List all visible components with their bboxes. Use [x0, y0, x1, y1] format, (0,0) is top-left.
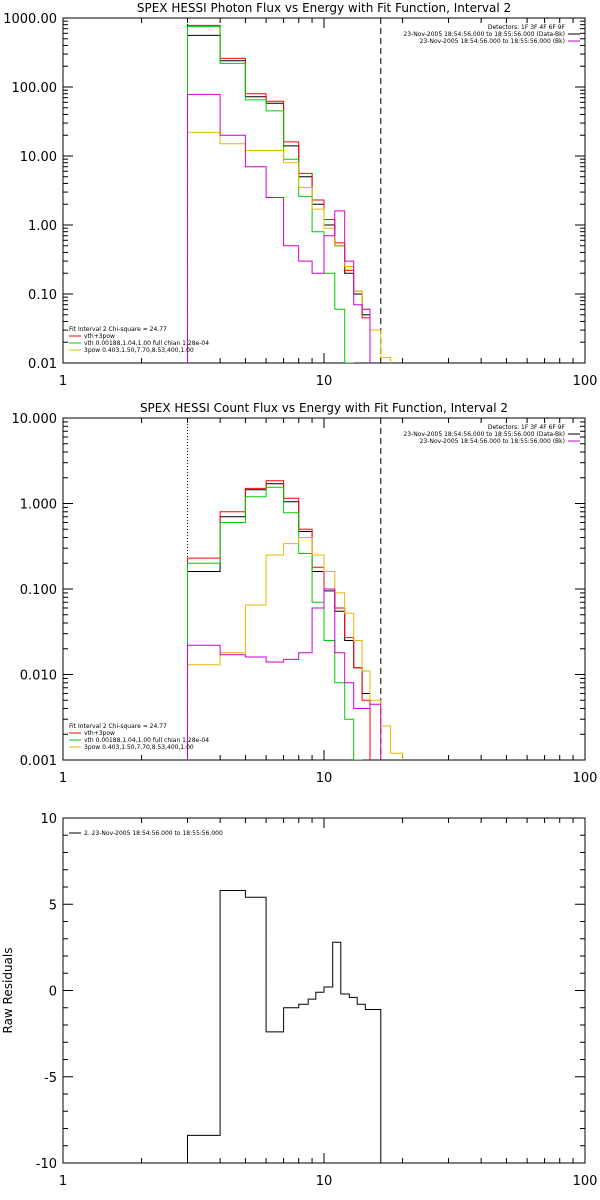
x-tick-label: 10 — [316, 374, 333, 389]
legend-entry: 23-Nov-2005 18:54:56.000 to 18:55:56.000… — [403, 31, 565, 38]
legend-entry: Fit Interval 2 Chi-square = 24.77 — [69, 723, 167, 730]
legend-entry: Detectors: 1F 3F 4F 6F 9F — [488, 24, 566, 31]
y-tick-label: -10 — [36, 1157, 57, 1172]
legend-entry: 23-Nov-2005 18:54:56.000 to 18:55:56.000… — [403, 431, 565, 438]
chart-panel-3: 1 10 100 -10 -5 0 5 10 Raw Residuals 2. 23-Nov-20… — [1, 812, 598, 1189]
legend-entry: 3pow 0.403,1.50,7.70,8.53,400,1.00 — [84, 744, 194, 751]
series-2-histogram — [187, 24, 371, 363]
y-tick-label: 100.00 — [12, 81, 58, 96]
series-3-histogram — [187, 486, 363, 760]
x-tick-label: 100 — [573, 374, 598, 389]
x-tick-label: 1 — [59, 771, 67, 786]
legend-entry: 3pow 0.403,1.50,7.70,8.53,400,1.00 — [84, 347, 194, 354]
y-tick-label: 1.000 — [20, 498, 57, 513]
y-tick-label: 1000.00 — [3, 12, 57, 27]
x-tick-label: 100 — [573, 1174, 598, 1189]
legend-entry: 2. 23-Nov-2005 18:54:56.000 to 18:55:56.… — [84, 830, 223, 837]
y-axis-label: Raw Residuals — [1, 948, 15, 1034]
chart-panel-1: SPEX HESSI Photon Flux vs Energy with Fi… — [3, 1, 598, 389]
chart-title: SPEX HESSI Photon Flux vs Energy with Fi… — [137, 1, 511, 15]
legend-entry: Detectors: 1F 3F 4F 6F 9F — [488, 424, 566, 431]
x-tick-label: 10 — [316, 771, 333, 786]
series-5-histogram — [187, 588, 382, 760]
x-tick-label: 1 — [59, 374, 67, 389]
y-tick-label: 10.00 — [20, 150, 57, 165]
chart-panel-2: SPEX HESSI Count Flux vs Energy with Fit… — [12, 401, 598, 786]
series-5-histogram — [187, 93, 371, 363]
x-tick-label: 1 — [59, 1174, 67, 1189]
legend-entry: vth+3pow — [84, 333, 115, 340]
series-4-histogram — [187, 537, 404, 760]
y-tick-label: 0.001 — [20, 754, 57, 769]
legend-entry: Fit Interval 2 Chi-square = 24.77 — [69, 326, 167, 333]
y-tick-label: 0 — [49, 985, 57, 1000]
series-1-histogram — [187, 34, 371, 363]
series-3-histogram — [187, 26, 355, 363]
legend-entry: vth 0.00188,1.04,1.00 full chian 1.28e-0… — [84, 737, 209, 744]
legend-entry: 23-Nov-2005 18:54:56.000 to 18:55:56.000… — [420, 438, 565, 445]
series-2-histogram — [187, 480, 371, 760]
y-tick-label: 0.10 — [28, 288, 57, 303]
x-tick-label: 100 — [573, 771, 598, 786]
y-tick-label: 0.010 — [20, 669, 57, 684]
legend-entry: vth 0.00188,1.04,1.00 full chian 1.28e-0… — [84, 340, 209, 347]
plot-frame — [62, 17, 586, 364]
y-tick-label: 5 — [49, 898, 57, 913]
y-tick-label: 10.000 — [12, 412, 58, 427]
x-tick-label: 10 — [316, 1174, 333, 1189]
y-tick-label: 0.01 — [28, 357, 57, 372]
y-tick-label: 0.100 — [20, 583, 57, 598]
legend-entry: 23-Nov-2005 18:54:56.000 to 18:55:56.000… — [420, 38, 565, 45]
y-tick-label: 1.00 — [28, 219, 57, 234]
y-tick-label: -5 — [44, 1071, 57, 1086]
y-tick-label: 10 — [40, 812, 57, 827]
series-1-histogram — [187, 483, 371, 760]
chart-title: SPEX HESSI Count Flux vs Energy with Fit… — [140, 401, 508, 415]
legend-entry: vth+3pow — [84, 730, 115, 737]
series-1-histogram — [187, 890, 382, 1163]
